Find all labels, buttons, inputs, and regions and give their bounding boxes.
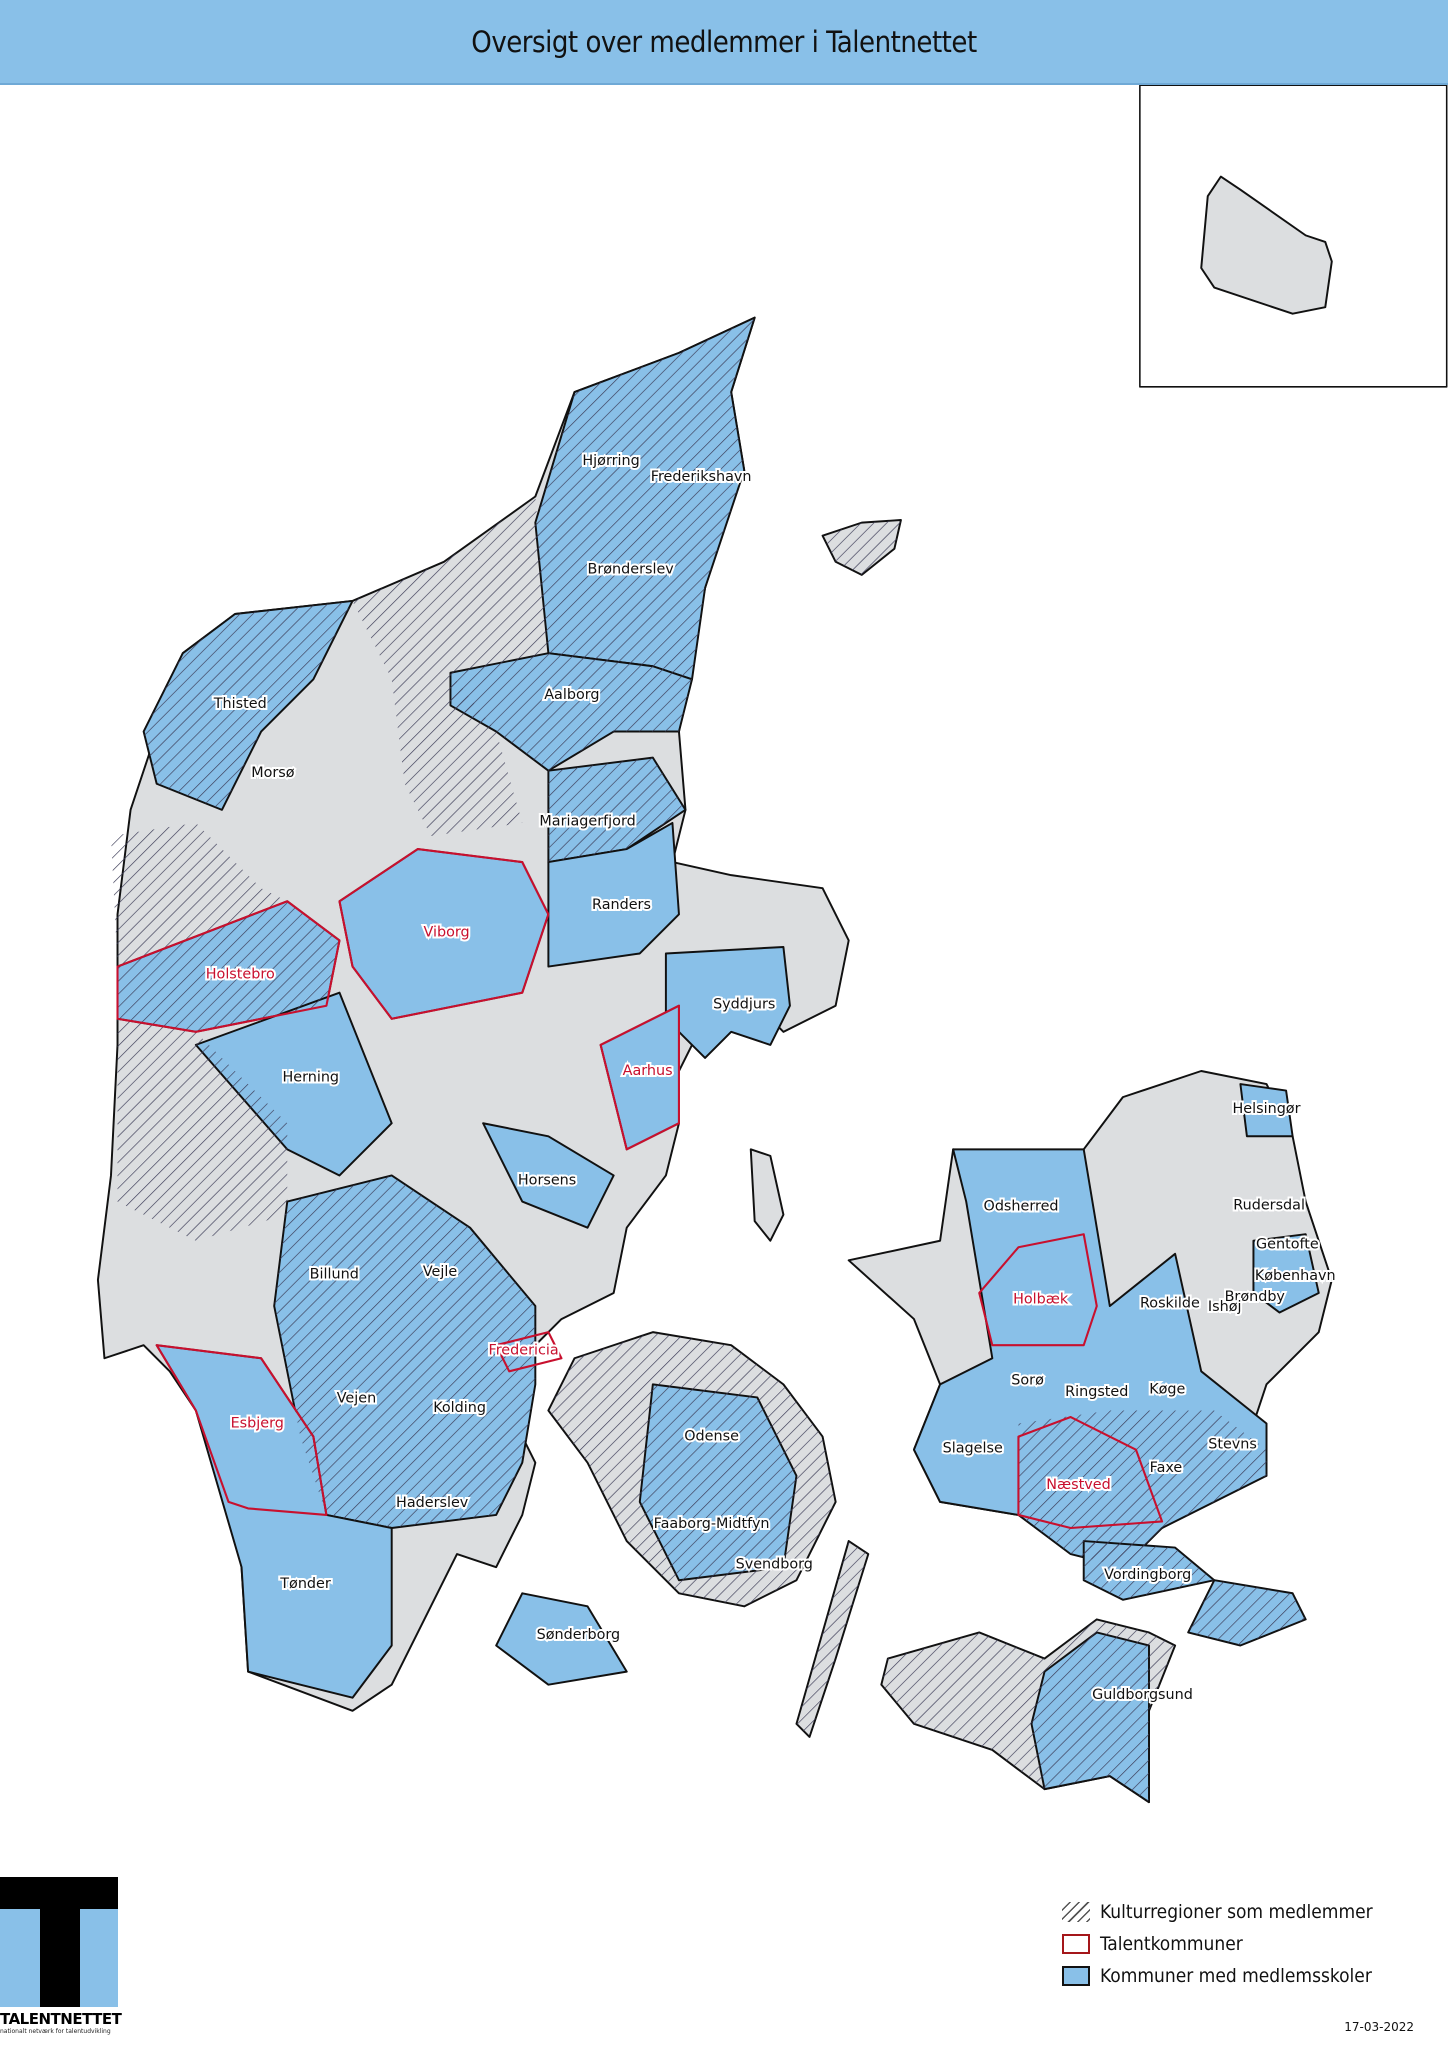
municipality-label: Ringsted [1065,1384,1128,1400]
blue-fill-swatch-icon [1062,1966,1090,1986]
region-horsens [482,1122,615,1229]
municipality-label: Esbjerg [231,1415,284,1431]
page-title: Oversigt over medlemmer i Talentnettet [471,24,977,59]
municipality-label: Brøndby [1225,1289,1286,1305]
municipality-label: Helsingør [1233,1101,1301,1117]
region-copenhagen [1252,1233,1320,1314]
municipality-label: Billund [310,1267,359,1283]
red-outline-swatch-icon [1062,1934,1090,1954]
municipality-label: Faxe [1150,1460,1183,1476]
samso [749,1148,785,1242]
municipality-label: Mariagerfjord [539,814,635,830]
legend-label: Talentkommuner [1100,1933,1243,1955]
logo-t-icon [0,1877,118,2007]
municipality-label: Viborg [423,925,469,941]
talentnettet-logo: TALENTNETTET nationalt netværk for talen… [0,1877,122,2035]
municipality-label: Aalborg [544,687,599,703]
municipality-label: Odsherred [984,1199,1059,1215]
municipality-label: Hjørring [582,453,639,469]
municipality-label: Tønder [279,1576,331,1592]
map-date: 17-03-2022 [1344,2020,1414,2034]
municipality-label: Vordingborg [1104,1567,1191,1583]
logo-tagline: nationalt netværk for talentudvikling [0,2028,111,2035]
legend-label: Kulturregioner som medlemmer [1100,1901,1373,1923]
legend-item-member-schools: Kommuner med medlemsskoler [1062,1960,1373,1992]
municipality-label: Vejen [337,1391,376,1407]
municipality-label: Morsø [251,765,295,781]
legend: Kulturregioner som medlemmer Talentkommu… [1062,1896,1373,1992]
region-sonderborg [495,1592,628,1686]
municipality-label: Køge [1149,1382,1185,1398]
municipality-label: Fredericia [488,1342,558,1358]
municipality-label: Gentofte [1256,1237,1319,1253]
legend-item-talent-municipalities: Talentkommuner [1062,1928,1373,1960]
municipality-label: Holstebro [206,966,275,982]
region-helsingor [1239,1083,1294,1138]
municipality-label: Sønderborg [537,1627,621,1643]
municipality-label: Randers [592,897,651,913]
logo-name: TALENTNETTET [0,2010,122,2028]
talent-naestved [1017,1415,1164,1530]
municipality-label: Næstved [1046,1477,1110,1493]
bornholm [1200,175,1333,315]
municipality-label: Brønderslev [587,562,674,578]
talent-esbjerg [155,1344,328,1516]
municipality-label: Horsens [518,1173,576,1189]
legend-label: Kommuner med medlemsskoler [1100,1965,1372,1987]
legend-item-culture-regions: Kulturregioner som medlemmer [1062,1896,1373,1928]
municipality-label: Herning [282,1069,339,1085]
municipality-label: Ishøj [1208,1299,1242,1315]
municipality-label: Odense [684,1429,739,1445]
municipality-label: Holbæk [1013,1291,1069,1307]
municipality-label: Haderslev [396,1495,469,1511]
title-bar: Oversigt over medlemmer i Talentnettet [0,0,1448,85]
municipality-label: København [1255,1268,1336,1284]
municipality-label: Thisted [213,696,267,712]
hatch-swatch-icon [1062,1902,1090,1922]
municipality-label: Stevns [1208,1436,1257,1452]
municipality-label: Frederikshavn [651,469,752,485]
talent-aarhus [599,1004,680,1151]
talent-viborg [338,847,550,1020]
municipality-label: Sorø [1011,1372,1044,1388]
talent-holbaek [978,1233,1098,1347]
municipality-label: Syddjurs [713,996,775,1012]
region-randers [547,821,680,968]
municipality-label: Aarhus [623,1063,673,1079]
municipality-label: Vejle [423,1264,458,1280]
talent-fredericia [495,1331,563,1373]
municipality-label: Slagelse [943,1440,1003,1456]
municipality-label: Guldborgsund [1092,1687,1193,1703]
municipality-label: Roskilde [1140,1295,1200,1311]
municipality-label: Rudersdal [1233,1197,1305,1213]
municipality-label: Svendborg [736,1556,813,1572]
talent-holstebro [116,900,341,1033]
municipality-label: Faaborg-Midtfyn [654,1516,770,1532]
municipality-label: Kolding [433,1400,486,1416]
